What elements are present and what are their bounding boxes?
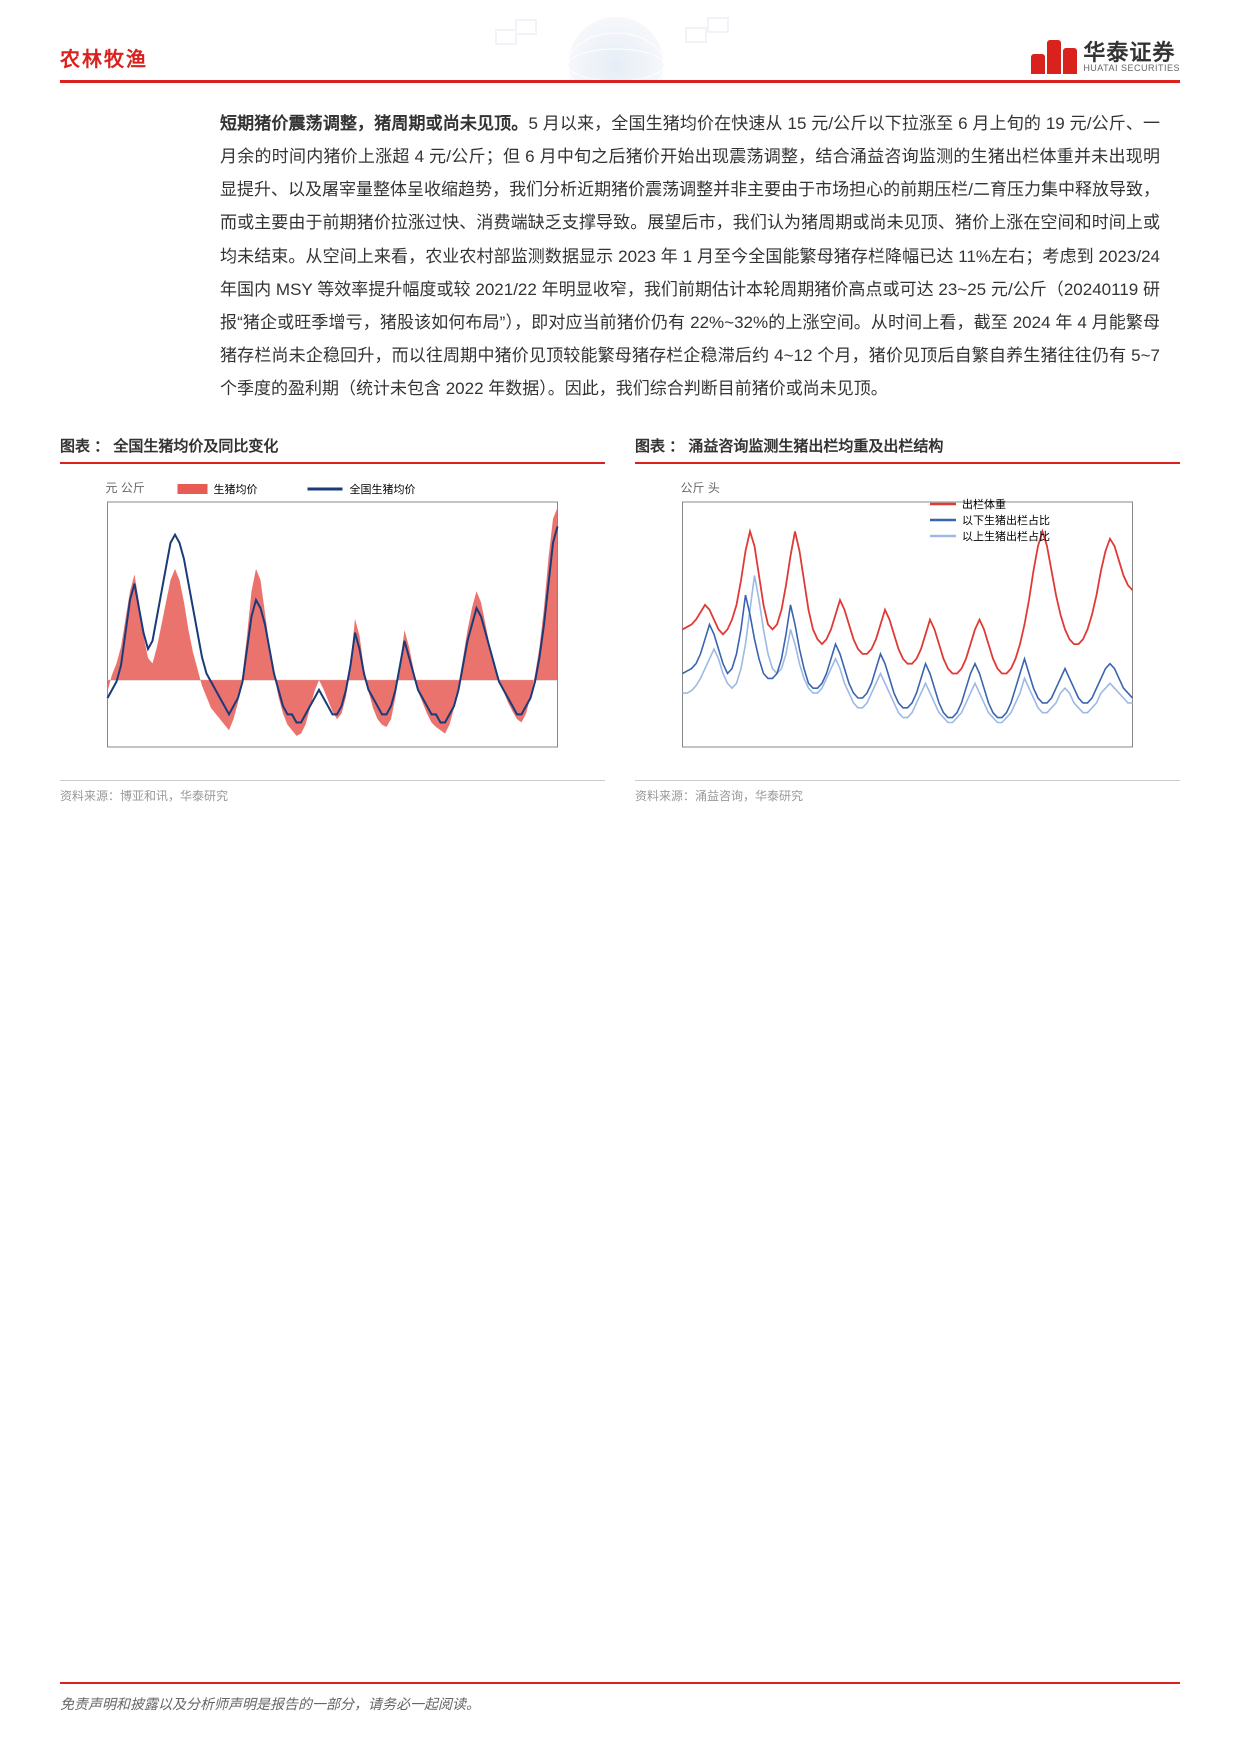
- chart-right-title: 图表 ： 涌益咨询监测生猪出栏均重及出栏结构: [635, 435, 1180, 464]
- charts-row: 图表 ： 全国生猪均价及同比变化 元 公斤 生猪均价 全国生猪均价 资料来源：博亚和…: [60, 435, 1180, 804]
- chart-left-plot: 元 公斤 生猪均价 全国生猪均价: [60, 472, 605, 772]
- chart-right-plot: 公斤 头出栏体重以下生猪出栏占比以上生猪出栏占比: [635, 472, 1180, 772]
- page-header: 农林牧渔: [60, 40, 1180, 83]
- chart-left: 图表 ： 全国生猪均价及同比变化 元 公斤 生猪均价 全国生猪均价 资料来源：博亚和…: [60, 435, 605, 804]
- chart-left-title: 图表 ： 全国生猪均价及同比变化: [60, 435, 605, 464]
- chart-left-source: 资料来源：博亚和讯，华泰研究: [60, 780, 605, 804]
- svg-text:以上生猪出栏占比: 以上生猪出栏占比: [962, 529, 1050, 543]
- logo-icon: [1031, 40, 1077, 74]
- svg-text:生猪均价: 生猪均价: [214, 482, 258, 496]
- chart-right: 图表 ： 涌益咨询监测生猪出栏均重及出栏结构 公斤 头出栏体重以下生猪出栏占比以…: [635, 435, 1180, 804]
- brand-name-cn: 华泰证券: [1083, 42, 1180, 64]
- header-globe-decoration: [486, 10, 746, 80]
- paragraph-lead: 短期猪价震荡调整，猪周期或尚未见顶。: [220, 114, 528, 133]
- section-title: 农林牧渔: [60, 43, 148, 72]
- svg-text:全国生猪均价: 全国生猪均价: [350, 482, 416, 496]
- paragraph-body: 5 月以来，全国生猪均价在快速从 15 元/公斤以下拉涨至 6 月上旬的 19 …: [220, 114, 1160, 398]
- svg-text:以下生猪出栏占比: 以下生猪出栏占比: [962, 513, 1050, 527]
- brand-logo: 华泰证券 HUATAI SECURITIES: [1031, 40, 1180, 74]
- svg-text:出栏体重: 出栏体重: [962, 497, 1006, 511]
- main-paragraph: 短期猪价震荡调整，猪周期或尚未见顶。5 月以来，全国生猪均价在快速从 15 元/…: [220, 107, 1160, 405]
- footer-disclaimer: 免责声明和披露以及分析师声明是报告的一部分，请务必一起阅读。: [60, 1694, 480, 1714]
- page-footer: 免责声明和披露以及分析师声明是报告的一部分，请务必一起阅读。: [60, 1682, 1180, 1714]
- chart-right-source: 资料来源：涌益咨询，华泰研究: [635, 780, 1180, 804]
- svg-text:公斤 头: 公斤 头: [681, 481, 720, 495]
- brand-name-en: HUATAI SECURITIES: [1083, 64, 1180, 73]
- svg-text:元 公斤: 元 公斤: [106, 481, 145, 495]
